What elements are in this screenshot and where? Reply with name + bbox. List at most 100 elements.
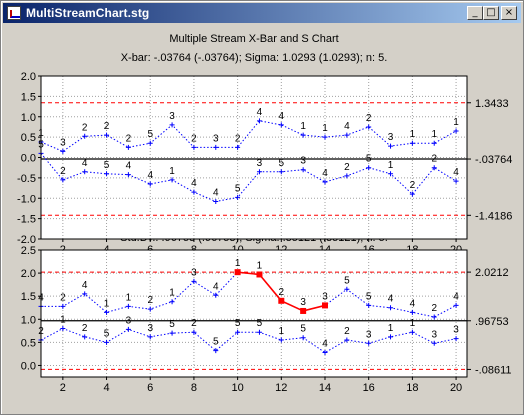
- xbar-series-2-line: [40, 153, 457, 203]
- xbar-point-label: 5: [366, 154, 372, 165]
- s-point-label: 1: [410, 318, 416, 329]
- window-title: MultiStreamChart.stg: [26, 6, 150, 20]
- s-point: [125, 303, 131, 309]
- s-point: [409, 329, 415, 335]
- s-point: [366, 340, 372, 346]
- s-ytick-label: 0.0: [21, 360, 36, 372]
- maximize-button[interactable]: □: [483, 6, 499, 20]
- s-point: [278, 337, 284, 343]
- s-point-label: 5: [213, 337, 219, 348]
- maximize-icon: □: [486, 7, 496, 18]
- s-point-label: 2: [191, 318, 197, 329]
- s-point: [147, 334, 153, 340]
- xbar-point: [431, 165, 437, 171]
- s-point-label: 4: [82, 280, 88, 291]
- xbar-point-label: 1: [300, 121, 306, 132]
- s-point: [147, 306, 153, 312]
- s-xtick-label: 16: [363, 382, 375, 394]
- s-point: [256, 329, 262, 335]
- xbar-point: [169, 122, 175, 128]
- s-point: [213, 348, 219, 354]
- s-point-highlight: [234, 269, 241, 276]
- xbar-ytick-label: 0.0: [21, 153, 36, 165]
- xbar-point: [60, 177, 66, 183]
- xbar-point: [235, 194, 241, 200]
- s-point-label: 1: [104, 298, 110, 309]
- xbar-point: [388, 143, 394, 149]
- chart-app-icon[interactable]: [7, 6, 21, 20]
- s-point: [104, 339, 110, 345]
- xbar-point: [366, 124, 372, 130]
- xbar-point-label: 3: [60, 137, 66, 148]
- xbar-point: [344, 173, 350, 179]
- xbar-point-label: 3: [257, 158, 263, 169]
- s-point: [82, 334, 88, 340]
- s-point-label: 4: [322, 339, 328, 350]
- xbar-point-label: 3: [300, 156, 306, 167]
- xbar-point-label: 4: [126, 161, 132, 172]
- s-series-2-line: [40, 327, 457, 354]
- s-ytick-label: 1.5: [21, 291, 36, 303]
- s-point-label: 3: [191, 267, 197, 278]
- xbar-point-label: 2: [104, 121, 110, 132]
- xbar-point: [125, 172, 131, 178]
- xbar-point-label: 2: [235, 133, 241, 144]
- s-point: [322, 350, 328, 356]
- s-point: [366, 302, 372, 308]
- s-ytick-label: 0.5: [21, 337, 36, 349]
- xbar-point: [82, 133, 88, 139]
- s-lcl-label: -.08611: [475, 364, 512, 376]
- s-point: [169, 299, 175, 305]
- s-point-highlight: [300, 307, 307, 314]
- s-point-label: 2: [279, 287, 285, 298]
- s-point: [344, 286, 350, 292]
- xbar-point: [431, 140, 437, 146]
- s-point: [125, 326, 131, 332]
- s-point-label: 4: [213, 281, 219, 292]
- s-ytick-label: 2.0: [21, 268, 36, 280]
- s-xtick-label: 4: [103, 382, 109, 394]
- s-point-label: 2: [60, 292, 66, 303]
- s-point-label: 3: [147, 323, 153, 334]
- xbar-ytick-label: 1.0: [21, 112, 36, 124]
- xbar-point: [409, 191, 415, 197]
- xbar-point: [256, 118, 262, 124]
- xbar-point: [191, 144, 197, 150]
- xbar-ytick-label: -1.5: [17, 214, 36, 226]
- xbar-point-label: 2: [126, 133, 132, 144]
- s-point: [431, 314, 437, 320]
- xbar-point-label: 3: [169, 111, 175, 122]
- xbar-point: [213, 199, 219, 205]
- s-point-highlight: [322, 302, 328, 309]
- xbar-ytick-label: 2.0: [21, 71, 36, 83]
- s-point-label: 1: [126, 292, 132, 303]
- xbar-point: [278, 122, 284, 128]
- xbar-point-label: 4: [257, 107, 263, 118]
- xbar-point-label: 2: [366, 113, 372, 124]
- xbar-point: [147, 181, 153, 187]
- s-point-label: 1: [60, 315, 66, 326]
- s-point-label: 5: [104, 328, 110, 339]
- xbar-lcl-label: -1.4186: [475, 210, 512, 222]
- xbar-point: [169, 177, 175, 183]
- title-bar[interactable]: MultiStreamChart.stg _ □ ×: [3, 3, 521, 23]
- xbar-chart-subtitle: X-bar: -.03764 (-.03764); Sigma: 1.0293 …: [121, 52, 388, 64]
- s-point: [60, 326, 66, 332]
- s-point: [213, 292, 219, 298]
- xbar-point-label: 1: [322, 123, 328, 134]
- s-point-label: 1: [235, 258, 241, 269]
- s-point-label: 2: [431, 303, 437, 314]
- xbar-point-label: 4: [213, 188, 219, 199]
- s-point-label: 2: [344, 326, 350, 337]
- xbar-point: [104, 132, 110, 138]
- xbar-point: [235, 144, 241, 150]
- s-point-label: 3: [300, 297, 306, 308]
- xbar-point-label: 5: [279, 158, 285, 169]
- close-button[interactable]: ×: [501, 6, 517, 20]
- xbar-point: [300, 167, 306, 173]
- minimize-button[interactable]: _: [467, 6, 483, 20]
- s-point: [388, 334, 394, 340]
- s-plot-background: [41, 250, 467, 377]
- s-point-label: 3: [366, 329, 372, 340]
